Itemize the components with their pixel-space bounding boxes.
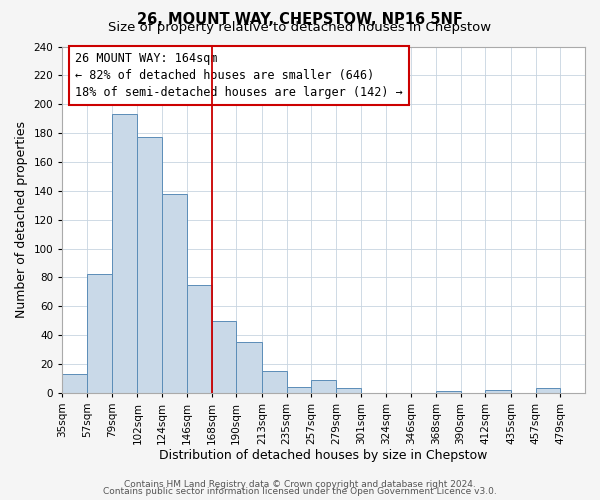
Bar — [287, 387, 311, 393]
X-axis label: Distribution of detached houses by size in Chepstow: Distribution of detached houses by size … — [160, 450, 488, 462]
Bar — [112, 114, 137, 393]
Text: 26 MOUNT WAY: 164sqm
← 82% of detached houses are smaller (646)
18% of semi-deta: 26 MOUNT WAY: 164sqm ← 82% of detached h… — [76, 52, 403, 98]
Text: Size of property relative to detached houses in Chepstow: Size of property relative to detached ho… — [109, 22, 491, 35]
Bar — [236, 342, 262, 393]
Bar — [62, 374, 87, 393]
Text: Contains HM Land Registry data © Crown copyright and database right 2024.: Contains HM Land Registry data © Crown c… — [124, 480, 476, 489]
Bar — [436, 392, 461, 393]
Text: Contains public sector information licensed under the Open Government Licence v3: Contains public sector information licen… — [103, 487, 497, 496]
Bar — [162, 194, 187, 393]
Bar — [485, 390, 511, 393]
Bar — [311, 380, 336, 393]
Text: 26, MOUNT WAY, CHEPSTOW, NP16 5NF: 26, MOUNT WAY, CHEPSTOW, NP16 5NF — [137, 12, 463, 26]
Bar — [212, 320, 236, 393]
Bar — [262, 371, 287, 393]
Bar — [137, 138, 162, 393]
Bar — [336, 388, 361, 393]
Y-axis label: Number of detached properties: Number of detached properties — [15, 121, 28, 318]
Bar — [536, 388, 560, 393]
Bar — [87, 274, 112, 393]
Bar — [187, 284, 212, 393]
